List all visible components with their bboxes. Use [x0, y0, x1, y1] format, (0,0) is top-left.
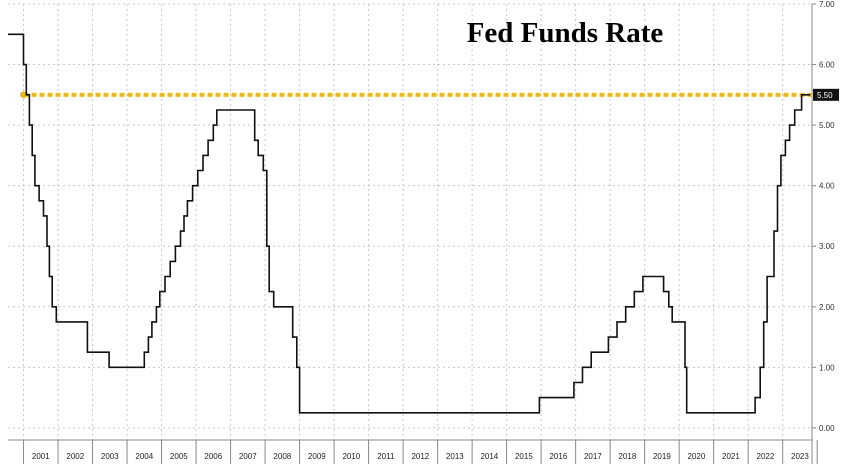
y-tick-label: 1.00 [819, 363, 835, 372]
x-tick-label: 2022 [757, 452, 775, 461]
grid-layer [8, 3, 812, 440]
x-tick-label: 2017 [584, 452, 602, 461]
x-tick-label: 2018 [618, 452, 636, 461]
x-tick-label: 2005 [170, 452, 188, 461]
fed-funds-rate-series-line [8, 33, 811, 414]
reference-line-layer: 5.50 [20, 88, 839, 101]
chart-title: Fed Funds Rate [467, 17, 664, 49]
x-tick-label: 2010 [342, 452, 360, 461]
series-layer [8, 33, 811, 414]
reference-line-marker [20, 91, 28, 99]
x-tick-label: 2014 [480, 452, 498, 461]
y-tick-label: 2.00 [819, 303, 835, 312]
x-tick-label: 2021 [722, 452, 740, 461]
x-tick-label: 2009 [308, 452, 326, 461]
x-tick-label: 2002 [66, 452, 84, 461]
x-tick-label: 2013 [446, 452, 464, 461]
x-tick-label: 2015 [515, 452, 533, 461]
y-tick-label: 6.00 [819, 61, 835, 70]
reference-value-badge [813, 88, 839, 101]
y-tick-label: 7.00 [819, 0, 835, 9]
x-tick-label: 2001 [32, 452, 50, 461]
y-tick-label: 4.00 [819, 182, 835, 191]
x-tick-label: 2019 [653, 452, 671, 461]
axis-layer: 0.00 1.00 2.00 3.00 4.00 5.00 6.00 7.00 2001 2002… [8, 0, 835, 464]
x-tick-label: 2006 [204, 452, 222, 461]
y-tick-label: 0.00 [819, 424, 835, 433]
x-tick-label: 2020 [688, 452, 706, 461]
x-tick-label: 2008 [273, 452, 291, 461]
x-tick-label: 2011 [377, 452, 395, 461]
x-tick-label: 2012 [411, 452, 429, 461]
x-tick-label: 2004 [135, 452, 153, 461]
y-tick-label: 5.00 [819, 121, 835, 130]
y-tick-label: 3.00 [819, 242, 835, 251]
reference-value-label: 5.50 [817, 91, 833, 100]
x-tick-label: 2007 [239, 452, 257, 461]
x-tick-label: 2016 [549, 452, 567, 461]
x-tick-label: 2023 [791, 452, 809, 461]
x-tick-label: 2003 [101, 452, 119, 461]
